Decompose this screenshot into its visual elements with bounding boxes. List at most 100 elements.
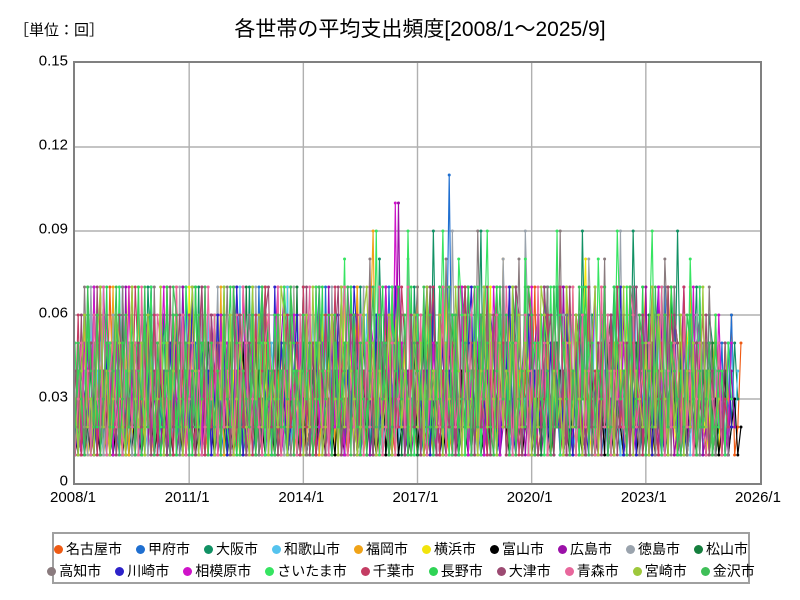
legend-item-甲府市[interactable]: 甲府市: [136, 542, 190, 556]
series-marker: [276, 425, 280, 429]
series-marker: [121, 453, 125, 457]
series-marker: [498, 397, 502, 401]
series-marker: [634, 453, 638, 457]
series-marker: [501, 285, 505, 289]
series-marker: [98, 453, 102, 457]
series-marker: [140, 285, 144, 289]
series-marker: [194, 369, 198, 373]
series-marker: [95, 453, 99, 457]
series-marker: [618, 229, 622, 233]
series-marker: [162, 453, 166, 457]
legend-label: 徳島市: [638, 541, 680, 557]
legend-item-青森市[interactable]: 青森市: [564, 564, 619, 578]
series-marker: [495, 313, 499, 317]
series-marker: [358, 453, 362, 457]
series-marker: [447, 285, 451, 289]
legend: 名古屋市 甲府市 大阪市 和歌山市 福岡市 横浜市 富山市 広島市 徳島市 松山市 高知市 川崎市 相…: [47, 532, 755, 584]
series-marker: [704, 425, 708, 429]
legend-item-大阪市[interactable]: 大阪市: [204, 542, 258, 556]
series-marker: [276, 453, 280, 457]
legend-item-徳島市[interactable]: 徳島市: [626, 542, 680, 556]
legend-item-広島市[interactable]: 広島市: [558, 542, 612, 556]
series-marker: [111, 397, 115, 401]
legend-item-和歌山市[interactable]: 和歌山市: [272, 542, 340, 556]
legend-item-宮崎市[interactable]: 宮崎市: [632, 564, 687, 578]
series-marker: [209, 313, 213, 317]
series-marker: [390, 341, 394, 345]
series-marker: [155, 453, 159, 457]
series-marker: [384, 453, 388, 457]
legend-item-相模原市[interactable]: 相模原市: [183, 564, 251, 578]
series-marker: [368, 369, 372, 373]
legend-item-さいたま市[interactable]: さいたま市: [265, 564, 347, 578]
series-marker: [384, 285, 388, 289]
series-marker: [463, 425, 467, 429]
series-marker: [536, 425, 540, 429]
series-marker: [276, 285, 280, 289]
series-marker: [710, 369, 714, 373]
series-marker: [75, 425, 77, 429]
series-marker: [530, 313, 534, 317]
series-marker: [565, 397, 569, 401]
series-marker: [254, 313, 258, 317]
series-marker: [568, 285, 572, 289]
series-marker: [184, 453, 188, 457]
legend-item-高知市[interactable]: 高知市: [47, 564, 101, 578]
series-marker: [650, 229, 654, 233]
series-marker: [536, 453, 540, 457]
series-marker: [504, 313, 508, 317]
legend-item-名古屋市[interactable]: 名古屋市: [54, 542, 122, 556]
series-marker: [162, 285, 166, 289]
series-marker: [495, 453, 499, 457]
legend-item-富山市[interactable]: 富山市: [490, 542, 544, 556]
series-marker: [438, 397, 442, 401]
series-marker: [92, 285, 96, 289]
series-marker: [260, 369, 264, 373]
series-marker: [98, 285, 102, 289]
legend-item-横浜市[interactable]: 横浜市: [422, 542, 476, 556]
series-marker: [460, 453, 464, 457]
legend-item-千葉市[interactable]: 千葉市: [360, 564, 415, 578]
series-marker: [190, 453, 194, 457]
series-marker: [181, 313, 185, 317]
series-marker: [228, 425, 232, 429]
series-marker: [254, 453, 258, 457]
series-marker: [143, 453, 147, 457]
series-marker: [171, 369, 175, 373]
series-marker: [634, 285, 638, 289]
series-marker: [190, 285, 194, 289]
series-marker: [111, 369, 115, 373]
series-marker: [89, 369, 93, 373]
series-marker: [587, 285, 591, 289]
series-marker: [466, 453, 470, 457]
series-marker: [698, 369, 702, 373]
legend-label: 大津市: [508, 563, 551, 579]
series-marker: [615, 341, 619, 345]
legend-row: 名古屋市 甲府市 大阪市 和歌山市 福岡市 横浜市 富山市 広島市 徳島市 松山市: [54, 538, 748, 560]
legend-item-長野市[interactable]: 長野市: [428, 564, 483, 578]
series-marker: [695, 313, 699, 317]
series-marker: [584, 257, 588, 261]
series-marker: [254, 285, 258, 289]
series-marker: [603, 285, 607, 289]
series-marker: [609, 313, 613, 317]
series-marker: [298, 313, 302, 317]
legend-item-金沢市[interactable]: 金沢市: [700, 564, 755, 578]
series-marker: [676, 397, 680, 401]
series-marker: [492, 285, 496, 289]
series-marker: [89, 285, 93, 289]
series-marker: [492, 453, 496, 457]
series-marker: [352, 285, 356, 289]
legend-item-川崎市[interactable]: 川崎市: [115, 564, 169, 578]
series-marker: [669, 453, 673, 457]
legend-item-松山市[interactable]: 松山市: [694, 542, 748, 556]
series-marker: [726, 425, 730, 429]
series-marker: [377, 369, 381, 373]
legend-item-大津市[interactable]: 大津市: [496, 563, 551, 579]
legend-item-福岡市[interactable]: 福岡市: [354, 542, 408, 556]
series-marker: [523, 285, 527, 289]
series-marker: [396, 397, 400, 401]
series-marker: [657, 397, 661, 401]
series-marker: [184, 341, 188, 345]
series-marker: [682, 313, 686, 317]
